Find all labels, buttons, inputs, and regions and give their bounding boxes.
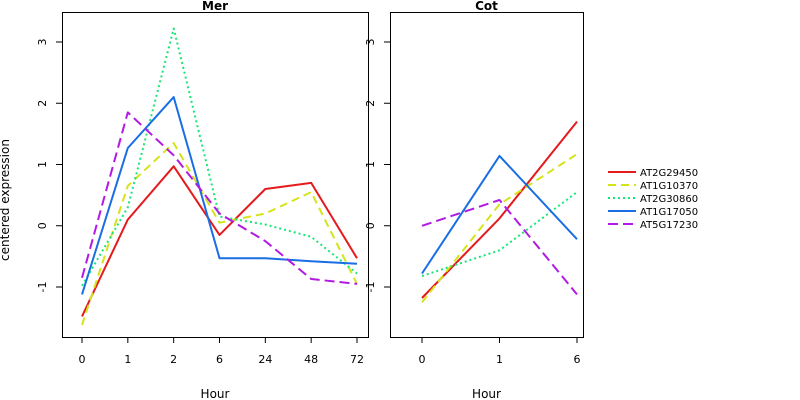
shared-y-axis-label: centered expression — [0, 139, 12, 261]
y-tick-label-mer: 3 — [36, 39, 49, 46]
panel-title-cot: Cot — [475, 0, 498, 13]
y-tick-label-cot: 2 — [364, 100, 377, 107]
series-line-mer-at2g29450 — [81, 165, 358, 317]
x-tick-label-cot: 1 — [496, 353, 503, 366]
panel-title-mer: Mer — [202, 0, 228, 13]
x-tick-label-mer: 0 — [79, 353, 86, 366]
x-axis-label-cot: Hour — [472, 387, 501, 400]
y-tick-label-cot: 3 — [364, 39, 377, 46]
x-tick-label-cot: 0 — [419, 353, 426, 366]
x-tick-label-mer: 6 — [216, 353, 223, 366]
x-tick-label-mer: 2 — [170, 353, 177, 366]
series-line-mer-at1g17050 — [81, 96, 358, 295]
legend-label-at1g10370: AT1G10370 — [640, 181, 698, 192]
y-tick-label-mer: 2 — [36, 100, 49, 107]
x-tick-label-cot: 6 — [574, 353, 581, 366]
series-line-mer-at1g10370 — [81, 142, 358, 326]
series-line-mer-at2g30860 — [81, 27, 358, 287]
series-line-mer-at5g17230 — [81, 111, 358, 285]
x-tick-label-mer: 1 — [124, 353, 131, 366]
y-tick-label-cot: -1 — [364, 282, 377, 293]
series-line-cot-at5g17230 — [421, 199, 578, 296]
series-line-cot-at2g29450 — [421, 120, 578, 299]
series-line-cot-at1g10370 — [421, 153, 578, 303]
legend-label-at2g30860: AT2G30860 — [640, 194, 698, 205]
legend-label-at5g17230: AT5G17230 — [640, 220, 698, 231]
y-tick-label-cot: 0 — [364, 222, 377, 229]
chart-panels: Mer -1 0 1 2 3 0 1 2 6 24 48 72 Hour Cot -1 0 1 2 3 0 1 6 Hour — [36, 0, 584, 400]
legend-label-at1g17050: AT1G17050 — [640, 207, 698, 218]
x-axis-label-mer: Hour — [201, 387, 230, 400]
y-tick-label-cot: 1 — [364, 161, 377, 168]
x-tick-label-mer: 72 — [350, 353, 364, 366]
legend-label-at2g29450: AT2G29450 — [640, 168, 698, 179]
y-tick-label-mer: -1 — [36, 282, 49, 293]
series-line-cot-at1g17050 — [421, 154, 578, 275]
plot-frame-cot — [390, 12, 584, 338]
x-tick-label-mer: 24 — [258, 353, 272, 366]
plot-frame-mer — [62, 12, 369, 338]
panel-mer: Mer -1 0 1 2 3 0 1 2 6 24 48 72 Hour — [36, 0, 369, 400]
x-tick-label-mer: 48 — [304, 353, 318, 366]
panel-cot: Cot -1 0 1 2 3 0 1 6 Hour — [364, 0, 584, 400]
y-tick-label-mer: 0 — [36, 222, 49, 229]
y-tick-label-mer: 1 — [36, 161, 49, 168]
legend: AT2G29450 AT1G10370 AT2G30860 AT1G17050 AT5G… — [608, 168, 698, 231]
